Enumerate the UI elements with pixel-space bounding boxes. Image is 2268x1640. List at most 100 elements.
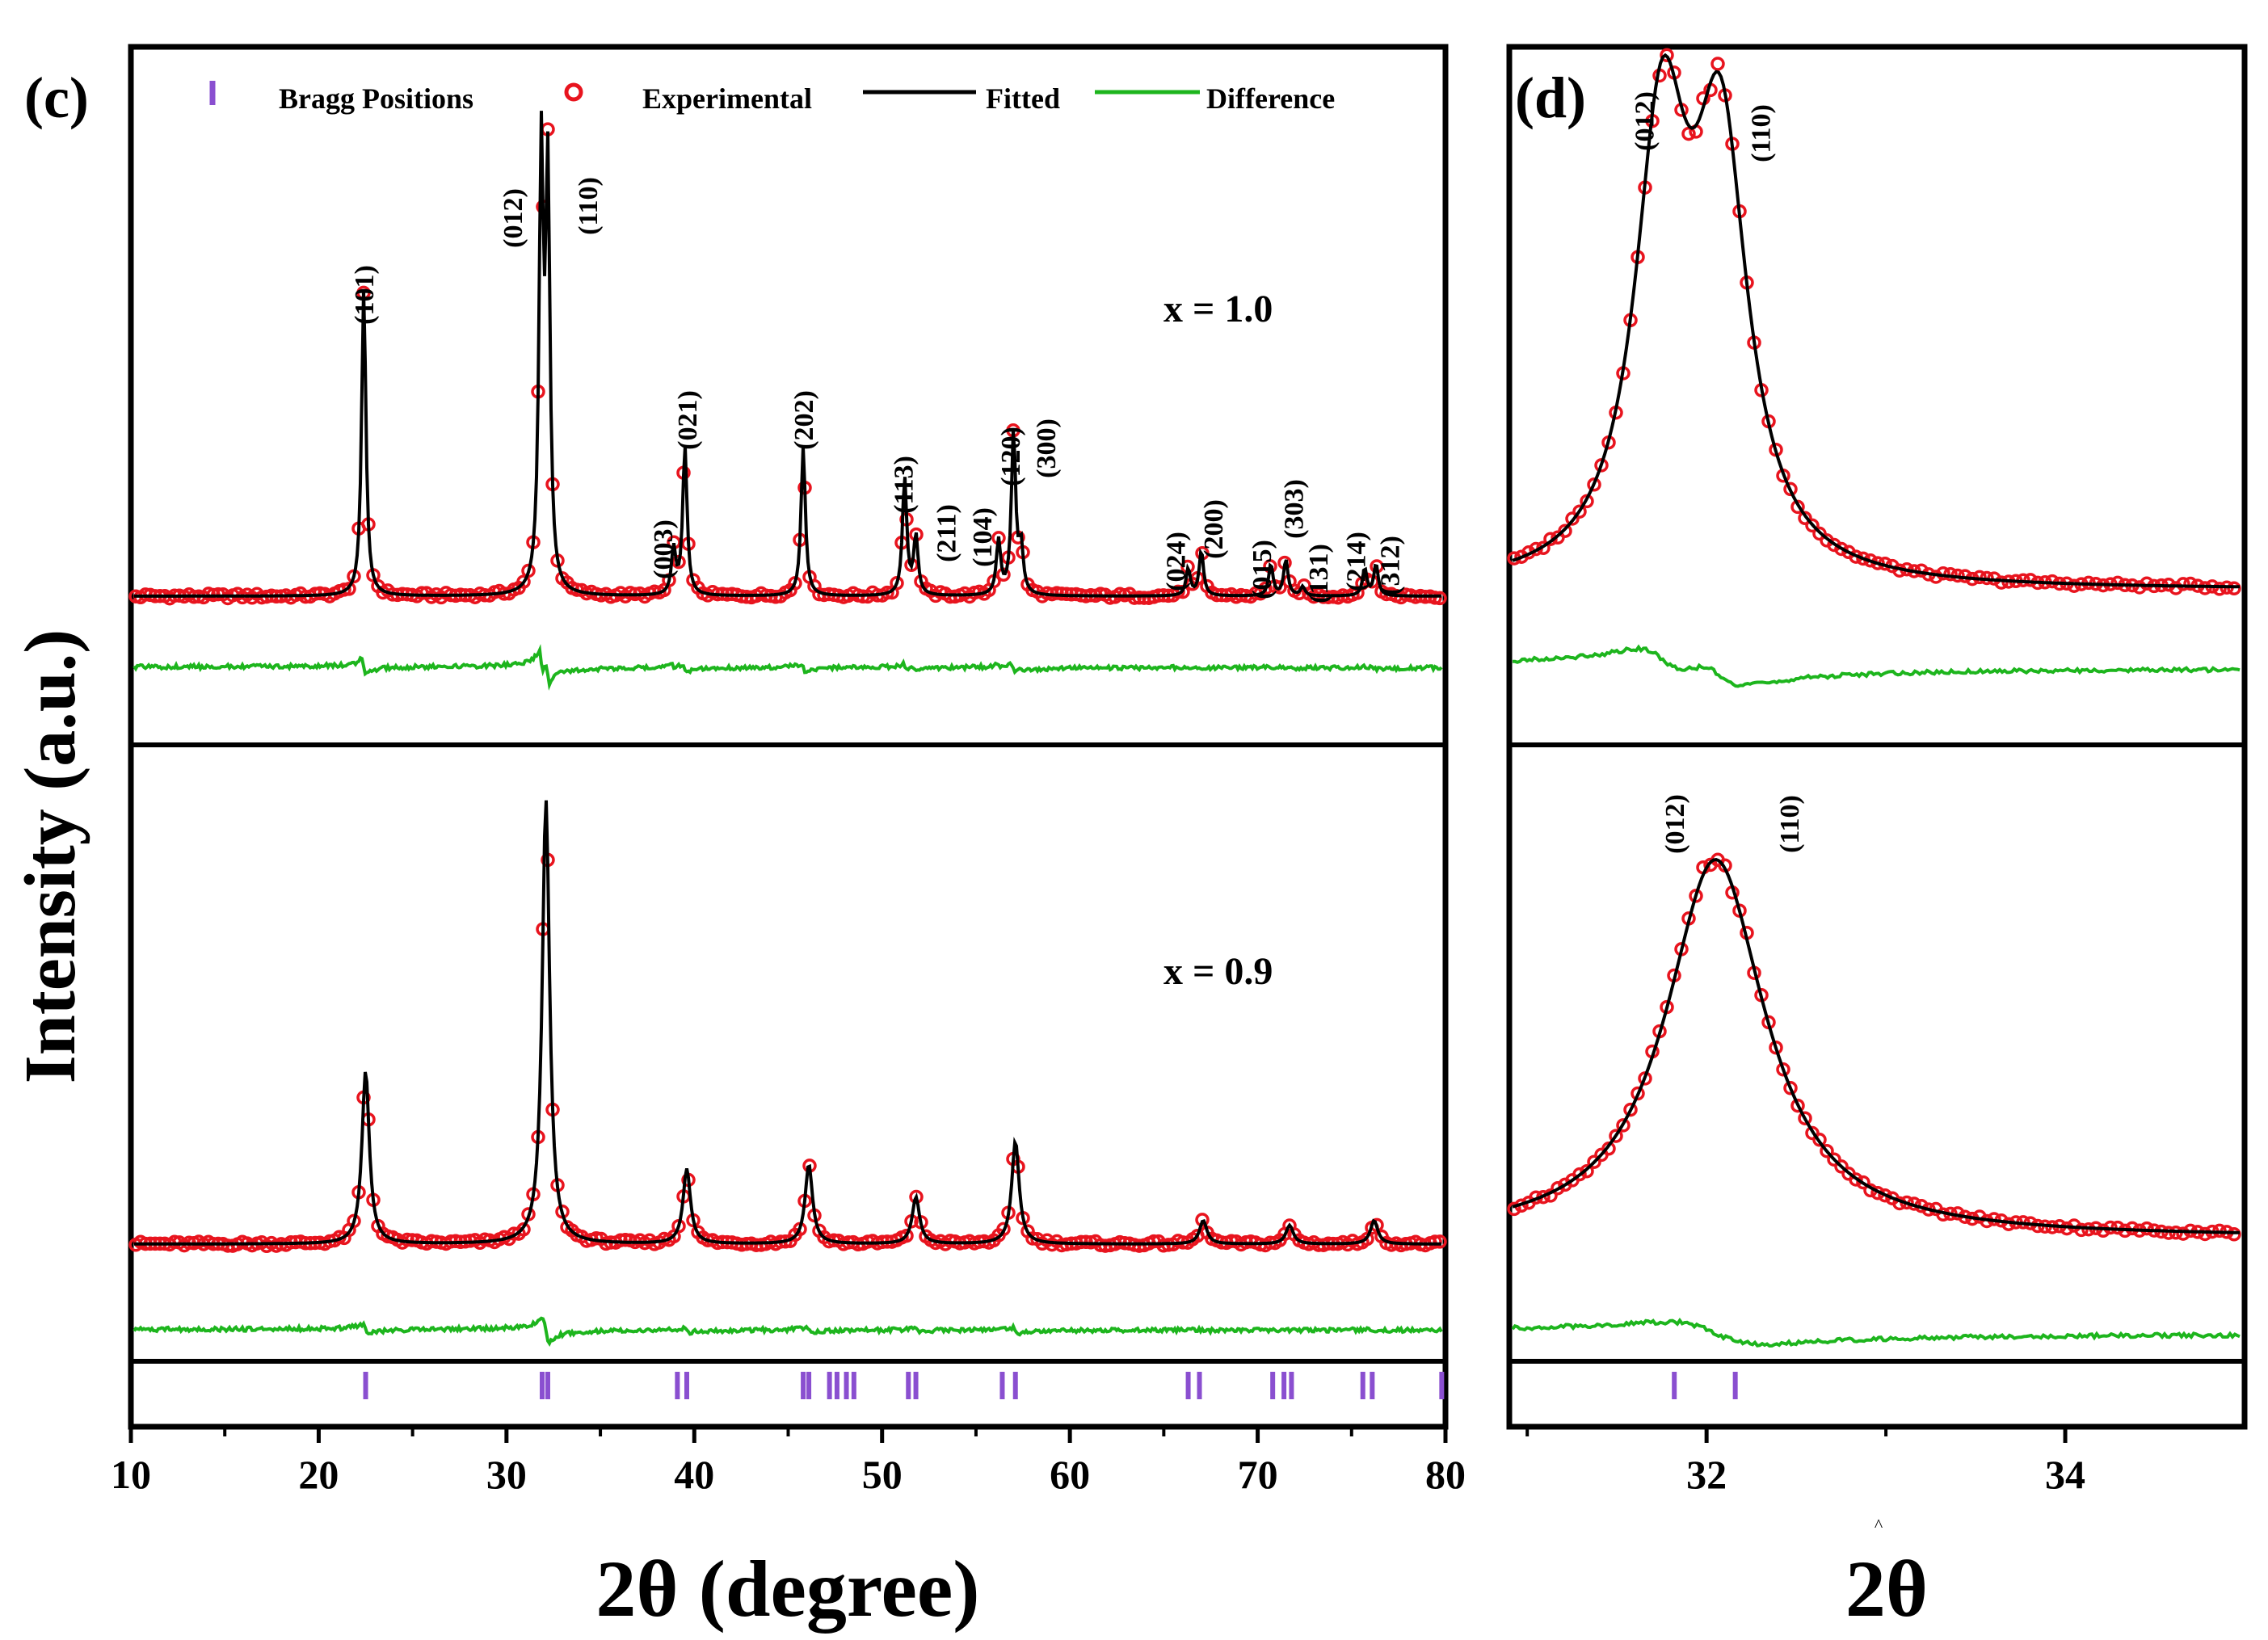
y-axis-title: Intensity (a.u.) bbox=[11, 629, 90, 1084]
panel-c-frame bbox=[128, 44, 1449, 1430]
d-top-experimental-point bbox=[2132, 580, 2147, 595]
c-bottom-experimental-point bbox=[996, 1222, 1011, 1237]
d-top-experimental-point bbox=[1565, 511, 1580, 526]
d-top-experimental-point bbox=[1660, 48, 1674, 63]
d-bottom-experimental-point bbox=[1798, 1111, 1812, 1125]
c-bottom-experimental-point bbox=[1428, 1234, 1442, 1249]
d-top-fitted-line bbox=[1512, 53, 2240, 589]
d-bottom-experimental-point bbox=[2074, 1222, 2089, 1238]
hkl-label: (214) bbox=[1341, 532, 1371, 591]
d-bottom-experimental-point bbox=[1580, 1163, 1594, 1179]
d-bottom-experimental-point bbox=[1609, 1129, 1623, 1143]
c-top-experimental-point bbox=[1428, 591, 1442, 605]
d-top-experimental-point bbox=[2023, 573, 2038, 587]
d-top-experimental-point bbox=[1834, 541, 1849, 557]
hkl-label: (012) bbox=[1660, 794, 1690, 854]
d-bottom-experimental-point bbox=[2140, 1221, 2154, 1236]
d-top-experimental-point bbox=[2176, 577, 2190, 591]
legend: Bragg Positions Experimental Fitted Diff… bbox=[209, 81, 1335, 115]
hkl-label: (300) bbox=[1032, 418, 1062, 478]
x-tick-label: 34 bbox=[2045, 1452, 2085, 1497]
d-top-experimental-point bbox=[2212, 582, 2227, 596]
panel-d-x-axis-title: 2θ bbox=[1845, 1544, 1928, 1634]
hkl-label: (024) bbox=[1161, 532, 1191, 591]
x-tick-label: 80 bbox=[1425, 1452, 1466, 1497]
hkl-label: (015) bbox=[1248, 540, 1277, 599]
panel-d-frame bbox=[1506, 44, 2248, 1430]
c-bottom-experimental-point bbox=[899, 1228, 914, 1243]
hkl-label: (110) bbox=[574, 177, 604, 235]
d-top-experimental-point bbox=[1587, 477, 1601, 492]
d-bottom-experimental-point bbox=[1834, 1159, 1849, 1174]
d-bottom-experimental-series bbox=[1507, 852, 2241, 1242]
hkl-label: (202) bbox=[789, 390, 819, 450]
c-top-fitted-line bbox=[134, 111, 1441, 598]
d-bottom-experimental-point bbox=[2198, 1226, 2212, 1242]
hkl-label: (012) bbox=[499, 188, 528, 248]
panel-d-top-plot bbox=[1507, 48, 2241, 688]
d-bottom-experimental-point bbox=[1587, 1154, 1601, 1169]
hkl-label: (110) bbox=[1775, 795, 1805, 853]
hkl-label: (113) bbox=[889, 456, 919, 514]
hkl-label: (003) bbox=[649, 519, 679, 579]
legend-experimental-swatch bbox=[564, 82, 583, 102]
panel-d: (012) (110) (012) (110) 32 34 (d) bbox=[1506, 44, 2248, 1497]
d-bottom-fitted-line bbox=[1512, 857, 2240, 1234]
d-top-experimental-point bbox=[2183, 576, 2198, 591]
c-bottom-experimental-point bbox=[516, 1222, 531, 1237]
panel-c-hkl-labels: (101) (012) (110) (003) (021) (202) (113) (211)… bbox=[350, 177, 1405, 603]
c-top-experimental-series bbox=[128, 122, 1447, 606]
c-bottom-fitted-line bbox=[134, 800, 1441, 1246]
d-bottom-experimental-point bbox=[1812, 1133, 1827, 1147]
panel-c-x-axis: 10 20 30 40 50 60 70 80 bbox=[111, 1427, 1466, 1497]
d-bottom-experimental-point bbox=[1776, 1062, 1790, 1077]
panel-c-bragg-ticks bbox=[363, 1372, 1445, 1399]
c-bottom-experimental-point bbox=[1360, 1231, 1374, 1247]
x-tick-label: 40 bbox=[674, 1452, 714, 1497]
c-top-experimental-point bbox=[1132, 591, 1147, 605]
legend-difference-label: Difference bbox=[1206, 82, 1335, 115]
c-bottom-difference-line bbox=[133, 1316, 1443, 1347]
d-top-experimental-point bbox=[1805, 518, 1820, 533]
c-top-experimental-point bbox=[1137, 591, 1151, 605]
d-bottom-experimental-point bbox=[1631, 1086, 1645, 1101]
c-top-experimental-point bbox=[1433, 591, 1447, 606]
d-bottom-experimental-point bbox=[1856, 1175, 1870, 1190]
d-top-experimental-point bbox=[1710, 57, 1725, 71]
d-bottom-experimental-point bbox=[1849, 1172, 1863, 1187]
hkl-label: (131) bbox=[1304, 544, 1334, 603]
d-bottom-experimental-point bbox=[1790, 1098, 1805, 1113]
panel-d-hkl-labels: (012) (110) (012) (110) bbox=[1630, 91, 1805, 854]
c-top-experimental-point bbox=[1273, 580, 1287, 595]
composition-label-x09: x = 0.9 bbox=[1163, 950, 1273, 993]
d-bottom-experimental-point bbox=[1551, 1180, 1565, 1196]
legend-bragg-label: Bragg Positions bbox=[279, 82, 473, 115]
x-tick-label: 10 bbox=[111, 1452, 151, 1497]
panel-c: (101) (012) (110) (003) (021) (202) (113) (211)… bbox=[24, 44, 1466, 1497]
d-top-experimental-point bbox=[1681, 126, 1696, 141]
d-top-experimental-point bbox=[1558, 524, 1572, 538]
d-bottom-experimental-point bbox=[1623, 1102, 1638, 1117]
c-bottom-experimental-point bbox=[613, 1233, 628, 1247]
d-bottom-experimental-point bbox=[1783, 1081, 1798, 1095]
legend-experimental-label: Experimental bbox=[642, 82, 812, 115]
d-top-experimental-point bbox=[1572, 504, 1587, 519]
d-bottom-experimental-point bbox=[1820, 1143, 1834, 1159]
d-bottom-experimental-point bbox=[1769, 1040, 1783, 1055]
d-top-experimental-point bbox=[1783, 481, 1798, 497]
c-top-experimental-point bbox=[516, 574, 531, 589]
hkl-label: (303) bbox=[1280, 479, 1310, 539]
hkl-label: (101) bbox=[350, 265, 380, 325]
x-tick-label: 32 bbox=[1686, 1452, 1727, 1497]
d-top-experimental-point bbox=[2198, 581, 2212, 595]
hkl-label: (120) bbox=[996, 427, 1026, 486]
panel-d-label: (d) bbox=[1515, 65, 1586, 130]
x-tick-label: 70 bbox=[1238, 1452, 1278, 1497]
d-top-experimental-point bbox=[2067, 578, 2081, 593]
c-bottom-experimental-point bbox=[1433, 1234, 1447, 1249]
d-bottom-experimental-point bbox=[1572, 1167, 1587, 1182]
panel-c-top-plot bbox=[128, 111, 1447, 691]
hkl-label: (211) bbox=[932, 504, 962, 562]
c-bottom-experimental-series bbox=[128, 852, 1447, 1254]
c-bottom-experimental-point bbox=[749, 1238, 764, 1252]
